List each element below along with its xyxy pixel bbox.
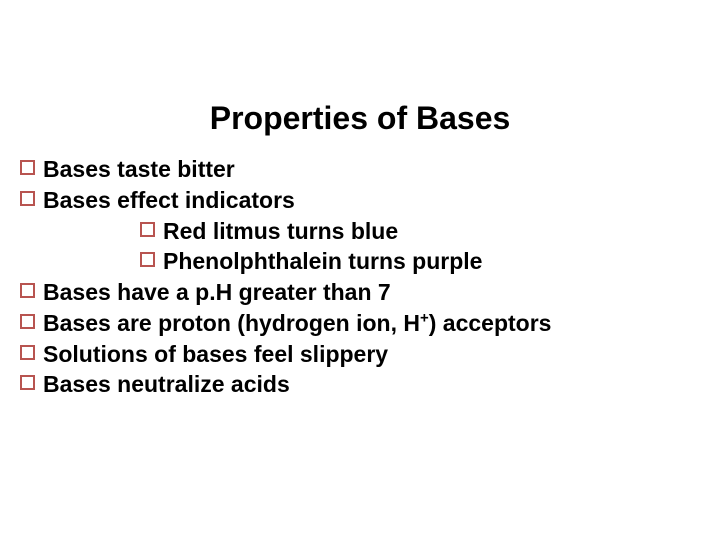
list-item: Bases taste bitter — [20, 155, 700, 184]
main-list: Bases taste bitterBases effect indicator… — [20, 155, 700, 399]
list-subitem: Phenolphthalein turns purple — [140, 247, 700, 276]
square-bullet-icon — [20, 314, 35, 329]
sub-list: Red litmus turns bluePhenolphthalein tur… — [140, 217, 700, 277]
square-bullet-icon — [20, 345, 35, 360]
item-text: Bases taste bitter — [43, 155, 235, 184]
list-item: Bases neutralize acids — [20, 370, 700, 399]
slide-container: Properties of Bases Bases taste bitterBa… — [0, 0, 720, 421]
item-text: Phenolphthalein turns purple — [163, 247, 482, 276]
list-item: Bases effect indicators — [20, 186, 700, 215]
square-bullet-icon — [20, 283, 35, 298]
square-bullet-icon — [140, 222, 155, 237]
item-text: Bases have a p.H greater than 7 — [43, 278, 391, 307]
item-text: Bases effect indicators — [43, 186, 295, 215]
square-bullet-icon — [140, 252, 155, 267]
item-text: Bases are proton (hydrogen ion, H+) acce… — [43, 309, 551, 338]
list-item: Solutions of bases feel slippery — [20, 340, 700, 369]
square-bullet-icon — [20, 191, 35, 206]
list-item: Bases are proton (hydrogen ion, H+) acce… — [20, 309, 700, 338]
square-bullet-icon — [20, 375, 35, 390]
square-bullet-icon — [20, 160, 35, 175]
list-subitem: Red litmus turns blue — [140, 217, 700, 246]
item-text: Solutions of bases feel slippery — [43, 340, 388, 369]
slide-title: Properties of Bases — [20, 100, 700, 137]
item-text: Bases neutralize acids — [43, 370, 290, 399]
item-text: Red litmus turns blue — [163, 217, 398, 246]
list-item: Bases have a p.H greater than 7 — [20, 278, 700, 307]
